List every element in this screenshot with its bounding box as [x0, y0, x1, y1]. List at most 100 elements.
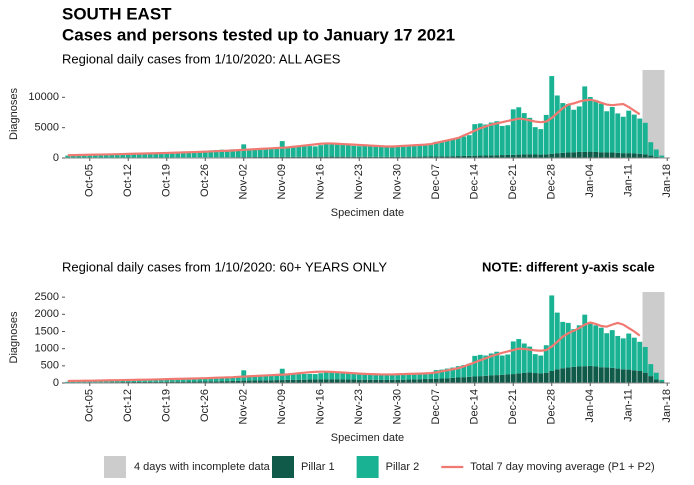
bar-segment	[345, 156, 351, 158]
x-tick-label: Nov-02	[238, 164, 250, 199]
bar-segment	[158, 379, 164, 382]
bar-segment	[191, 151, 197, 158]
bar-segment	[378, 374, 384, 380]
bar-segment	[268, 380, 274, 383]
bar-segment	[422, 379, 428, 383]
bar-segment	[444, 378, 450, 383]
bar-segment	[384, 379, 390, 383]
bar-segment	[631, 114, 637, 154]
bar-segment	[428, 156, 434, 158]
bar-segment	[406, 146, 412, 157]
bar-segment	[653, 156, 659, 158]
bar-segment	[620, 338, 626, 370]
bar-segment	[307, 156, 313, 158]
bar-segment	[345, 379, 351, 383]
legend-label: 4 days with incomplete data	[134, 461, 271, 473]
bar-segment	[65, 381, 71, 383]
bar-segment	[538, 355, 544, 374]
bar-segment	[76, 155, 82, 158]
bar-segment	[92, 381, 98, 383]
bar-segment	[246, 380, 252, 383]
bar-segment	[631, 370, 637, 383]
bar-segment	[136, 380, 142, 382]
bar-segment	[323, 143, 329, 157]
bar-segment	[384, 156, 390, 158]
x-tick-label: Oct-26	[199, 164, 211, 197]
bar-segment	[653, 379, 659, 383]
bar-segment	[505, 125, 511, 155]
bar-segment	[433, 370, 439, 379]
bar-segment	[565, 103, 571, 153]
bar-segment	[147, 381, 153, 383]
bar-segment	[483, 375, 489, 383]
bar-segment	[92, 154, 98, 158]
bar-segment	[494, 351, 500, 376]
bar-segment	[219, 149, 225, 158]
bar-segment	[307, 146, 313, 157]
bar-segment	[318, 379, 324, 383]
moving-average-line	[67, 321, 641, 383]
bar-segment	[389, 379, 395, 383]
bar-segment	[279, 156, 285, 158]
bar-segment	[362, 156, 368, 158]
bar-segment	[274, 375, 280, 381]
bar-segment	[213, 381, 219, 383]
bar-segment	[76, 381, 82, 383]
moving-average-line	[67, 98, 641, 157]
bar-segment	[224, 377, 230, 382]
bar-segment	[307, 379, 313, 383]
bar-segment	[510, 154, 516, 158]
bar-segment	[582, 86, 588, 152]
bar-segment	[241, 380, 247, 383]
bar-segment	[373, 379, 379, 383]
bar-segment	[329, 372, 335, 380]
bar-segment	[362, 373, 368, 380]
bar-segment	[329, 379, 335, 383]
bar-segment	[466, 135, 472, 156]
bar-segment	[296, 379, 302, 383]
bar-segment	[153, 152, 159, 158]
bar-segment	[351, 156, 357, 158]
bar-segment	[340, 372, 346, 380]
bar-segment	[274, 148, 280, 157]
x-tick-label: Oct-19	[161, 389, 173, 422]
bar-segment	[378, 156, 384, 158]
bar-segment	[433, 141, 439, 157]
bar-segment	[543, 372, 549, 383]
bar-segment	[604, 333, 610, 368]
panel-note: NOTE: different y-axis scale	[482, 259, 655, 274]
bar-segment	[268, 156, 274, 158]
bar-segment	[626, 153, 632, 158]
x-tick-label: Jan-18	[661, 164, 673, 198]
bar-segment	[98, 154, 104, 158]
bar-segment	[466, 376, 472, 383]
bar-segment	[406, 379, 412, 383]
panel-title: Regional daily cases from 1/10/2020: ALL…	[62, 51, 341, 66]
bar-segment	[615, 152, 621, 158]
bar-segment	[521, 113, 527, 155]
bar-segment	[549, 370, 555, 383]
bar-segment	[538, 154, 544, 158]
x-tick-label: Nov-02	[238, 389, 250, 424]
y-tick-label: 2000	[35, 308, 59, 320]
bar-segment	[323, 156, 329, 158]
bar-segment	[290, 156, 296, 158]
bar-segment	[153, 379, 159, 382]
bar-segment	[81, 155, 87, 158]
bar-segment	[499, 355, 505, 375]
bar-segment	[400, 146, 406, 157]
bar-segment	[378, 146, 384, 157]
bar-segment	[406, 156, 412, 158]
bar-segment	[433, 156, 439, 158]
bar-segment	[285, 147, 291, 157]
bar-segment	[609, 367, 615, 383]
bar-segment	[488, 353, 494, 376]
y-tick-label: 0	[53, 377, 59, 389]
bar-segment	[560, 103, 566, 153]
bar-segment	[312, 374, 318, 380]
bar-segment	[296, 374, 302, 380]
bar-segment	[477, 354, 483, 377]
bar-segment	[417, 145, 423, 157]
bar-segment	[593, 100, 599, 152]
